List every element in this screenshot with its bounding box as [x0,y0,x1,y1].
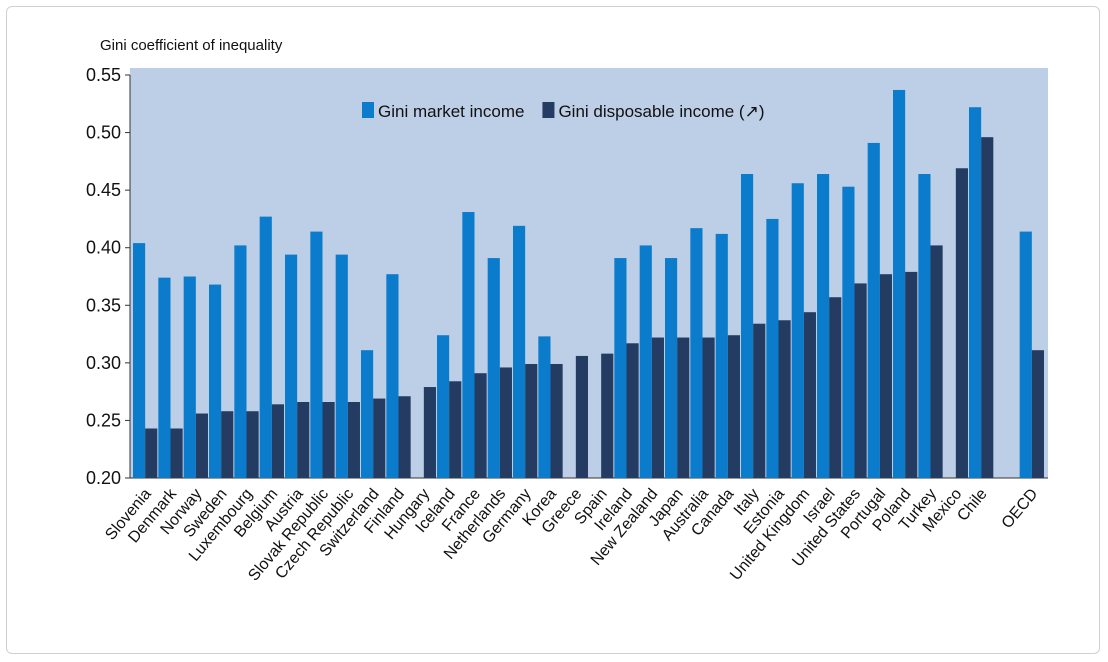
bar [474,373,487,478]
bar [766,218,779,478]
bar [893,89,906,479]
bar [347,402,360,478]
bar [930,245,943,478]
bar [285,254,298,478]
bar [209,284,222,478]
bar [626,343,639,478]
bar [955,168,968,478]
y-tick-label: 0.45 [86,180,121,200]
y-tick-label: 0.40 [86,238,121,258]
bar [386,274,399,478]
bar [499,367,512,478]
bar [918,174,931,478]
bar [513,225,526,478]
bar [158,277,171,478]
bar [170,428,183,478]
bar [183,276,196,478]
bar [842,186,855,478]
bar [398,396,411,478]
bar [969,107,982,479]
bar [715,233,728,478]
legend-label: Gini disposable income (↗) [558,102,764,121]
bar [867,142,880,479]
bar [449,381,462,478]
bar [778,320,791,478]
bar [854,283,867,478]
legend-swatch [362,102,374,118]
bar [1019,231,1032,478]
bar [651,337,664,478]
y-axis-label: Gini coefficient of inequality [100,37,283,54]
x-tick-label: OECD [999,486,1042,532]
bar [145,428,158,478]
bar [677,337,690,478]
bar [437,335,450,478]
bar [221,411,234,478]
bar [879,274,892,478]
legend-label: Gini market income [378,102,524,121]
bar [791,183,804,478]
bar [525,364,538,478]
bar [423,387,436,478]
bar [829,297,842,478]
bar [259,216,272,478]
bar [1031,350,1044,478]
legend-swatch [542,102,555,118]
bar [665,258,678,478]
bar [601,353,614,478]
bar [133,243,146,478]
bar [905,271,918,478]
bar [614,258,627,478]
bar [690,228,703,478]
bar [817,174,830,478]
bar [753,323,766,478]
bar [487,258,500,478]
bar [373,398,386,478]
bar [741,174,754,478]
bar [322,402,335,478]
bar [195,413,208,478]
bar [639,245,652,478]
bar [550,364,563,478]
bar [335,254,348,478]
bar [702,337,715,478]
bar [246,411,259,478]
bar [297,402,310,478]
y-tick-label: 0.55 [86,65,121,85]
bar [538,336,551,478]
bar [234,245,247,478]
bar [361,350,374,478]
x-tick-label: Chile [954,486,991,525]
y-tick-label: 0.35 [86,295,121,315]
y-tick-label: 0.30 [86,353,121,373]
y-tick-label: 0.25 [86,410,121,430]
bar [981,137,994,479]
bar [727,335,740,478]
bar [575,355,588,478]
bar [310,231,323,478]
y-tick-label: 0.50 [86,123,121,143]
bar [803,312,816,478]
bar [462,212,475,478]
y-tick-label: 0.20 [86,468,121,488]
bar [271,404,284,478]
